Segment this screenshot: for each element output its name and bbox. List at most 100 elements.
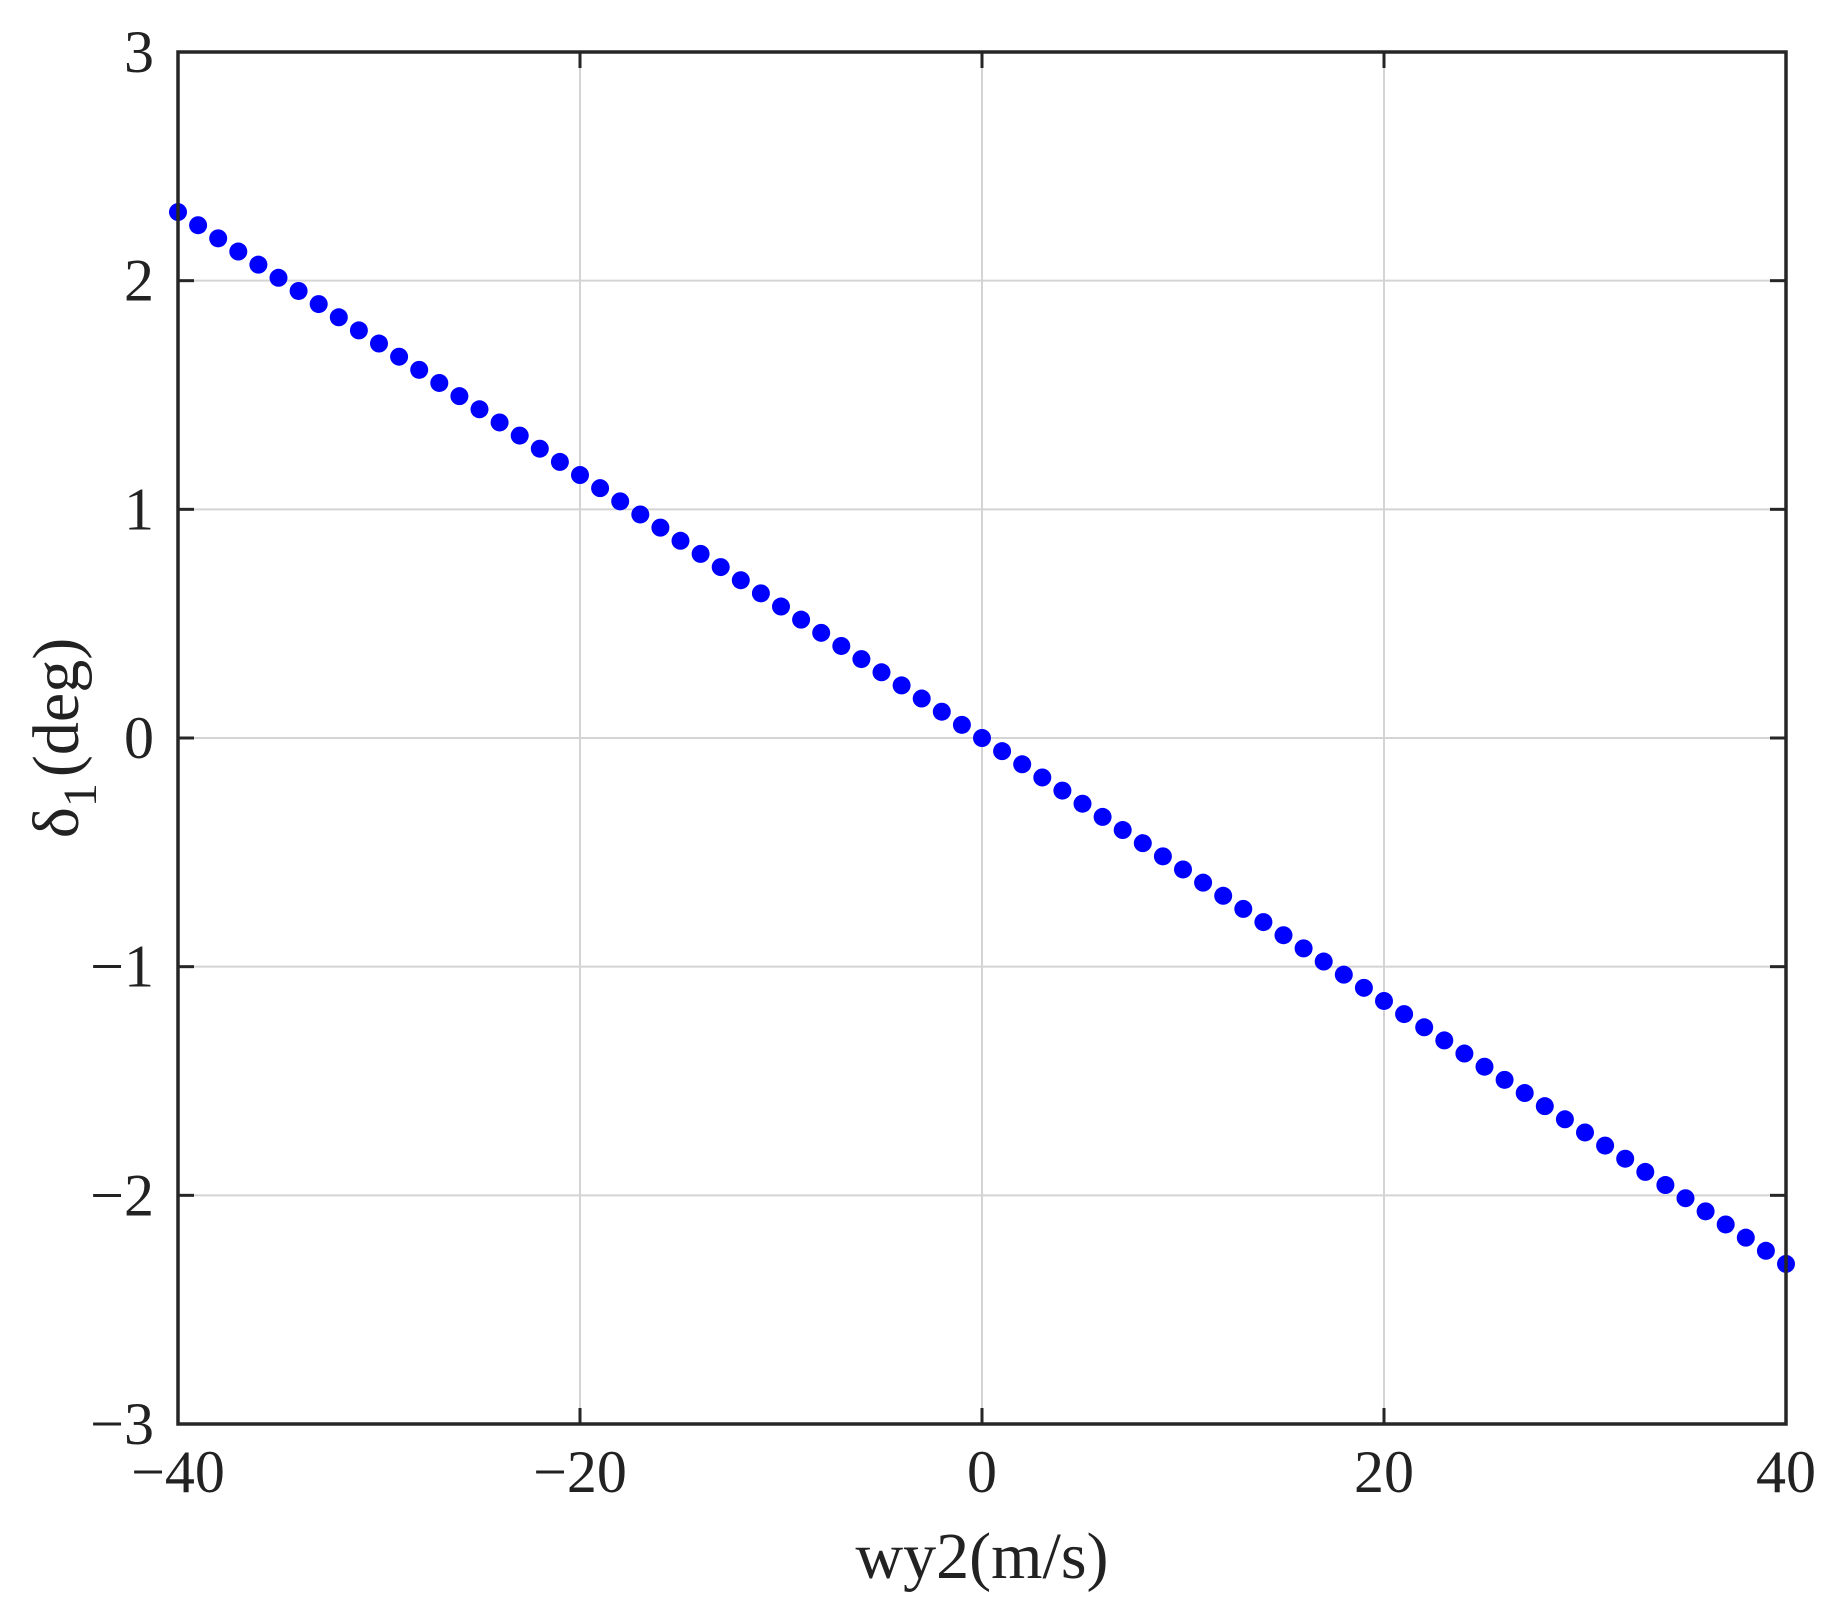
data-point bbox=[611, 492, 630, 511]
data-point bbox=[269, 268, 288, 287]
data-point bbox=[1274, 926, 1293, 945]
data-point bbox=[1234, 899, 1253, 918]
data-point bbox=[410, 360, 429, 379]
x-tick-label: 0 bbox=[967, 1439, 997, 1505]
y-axis-title: δ1 (deg) bbox=[20, 638, 107, 838]
data-point bbox=[892, 676, 911, 695]
data-point bbox=[1596, 1136, 1615, 1155]
data-point bbox=[1375, 991, 1393, 1010]
data-point bbox=[671, 531, 690, 550]
data-point bbox=[1535, 1097, 1554, 1116]
y-tick-label: −2 bbox=[90, 1162, 154, 1228]
y-tick-label: 1 bbox=[124, 476, 154, 542]
data-point bbox=[772, 597, 790, 616]
data-point bbox=[571, 466, 589, 485]
data-point bbox=[1194, 873, 1213, 892]
x-tick-label: −20 bbox=[533, 1439, 627, 1505]
data-point bbox=[1174, 860, 1192, 879]
data-points bbox=[169, 203, 1795, 1273]
data-point bbox=[209, 229, 228, 248]
data-point bbox=[249, 255, 268, 274]
data-point bbox=[832, 636, 851, 655]
data-point bbox=[973, 729, 991, 747]
data-point bbox=[731, 571, 750, 590]
data-point bbox=[390, 347, 409, 366]
data-point bbox=[309, 295, 328, 314]
data-point bbox=[1294, 939, 1313, 958]
data-point bbox=[1676, 1189, 1695, 1208]
data-point bbox=[1093, 807, 1112, 826]
y-axis-subscript: 1 bbox=[54, 783, 107, 807]
data-point bbox=[1455, 1044, 1474, 1063]
data-point bbox=[751, 584, 770, 603]
data-point bbox=[1555, 1110, 1574, 1129]
data-point bbox=[1033, 768, 1052, 787]
data-point bbox=[530, 439, 549, 458]
svg-text:δ1(deg): δ1 (deg) bbox=[20, 638, 107, 838]
data-point bbox=[1013, 755, 1032, 774]
data-point bbox=[1696, 1202, 1715, 1221]
data-point bbox=[792, 610, 811, 629]
data-point bbox=[349, 321, 368, 340]
data-point bbox=[952, 715, 971, 734]
y-tick-labels: −3 −2 −1 0 1 2 3 bbox=[90, 19, 154, 1457]
data-point bbox=[329, 308, 348, 327]
data-point bbox=[510, 426, 529, 445]
data-point bbox=[1636, 1162, 1655, 1181]
data-point bbox=[812, 623, 831, 642]
data-point bbox=[711, 558, 730, 577]
data-point bbox=[550, 452, 569, 471]
data-point bbox=[872, 663, 891, 682]
y-tick-label: 2 bbox=[124, 248, 154, 314]
data-point bbox=[1113, 821, 1132, 840]
data-point bbox=[852, 650, 871, 669]
y-tick-label: −1 bbox=[90, 934, 154, 1000]
x-axis-title: wy2(m/s) bbox=[856, 1520, 1109, 1593]
data-point bbox=[631, 505, 650, 524]
data-point bbox=[1515, 1084, 1534, 1103]
data-point bbox=[430, 373, 449, 392]
data-point bbox=[591, 479, 610, 498]
data-point bbox=[1415, 1018, 1434, 1037]
data-point bbox=[189, 216, 208, 235]
data-point bbox=[1334, 965, 1353, 984]
x-tick-labels: −40 −20 0 20 40 bbox=[131, 1439, 1816, 1505]
y-tick-label: 3 bbox=[124, 19, 154, 85]
y-tick-label: 0 bbox=[124, 705, 154, 771]
data-point bbox=[1576, 1123, 1594, 1142]
y-axis-symbol: δ bbox=[20, 807, 93, 838]
data-point bbox=[691, 544, 710, 563]
x-tick-label: −40 bbox=[131, 1439, 225, 1505]
y-tick-label: −3 bbox=[90, 1391, 154, 1457]
data-point bbox=[289, 281, 308, 300]
data-point bbox=[1495, 1070, 1514, 1089]
data-point bbox=[1053, 781, 1072, 800]
data-point bbox=[470, 400, 489, 419]
data-point bbox=[1736, 1228, 1755, 1247]
data-point bbox=[1314, 952, 1333, 971]
data-point bbox=[1214, 886, 1233, 905]
y-axis-unit: (deg) bbox=[20, 638, 93, 777]
data-point bbox=[490, 413, 509, 432]
data-point bbox=[1475, 1057, 1494, 1076]
data-point bbox=[932, 702, 951, 721]
data-point bbox=[229, 242, 248, 261]
data-point bbox=[1254, 913, 1273, 932]
tick-marks bbox=[176, 50, 1788, 1426]
data-point bbox=[1395, 1005, 1414, 1024]
data-point bbox=[912, 689, 931, 708]
data-point bbox=[993, 742, 1012, 761]
data-point bbox=[1435, 1031, 1454, 1050]
data-point bbox=[450, 387, 469, 406]
data-point bbox=[1073, 794, 1092, 813]
x-tick-label: 40 bbox=[1756, 1439, 1816, 1505]
data-point bbox=[370, 334, 388, 353]
data-point bbox=[1756, 1241, 1775, 1260]
data-point bbox=[1616, 1149, 1635, 1168]
data-point bbox=[1133, 834, 1152, 853]
data-point bbox=[1153, 847, 1172, 866]
data-point bbox=[1656, 1176, 1675, 1195]
data-point bbox=[1354, 978, 1373, 997]
